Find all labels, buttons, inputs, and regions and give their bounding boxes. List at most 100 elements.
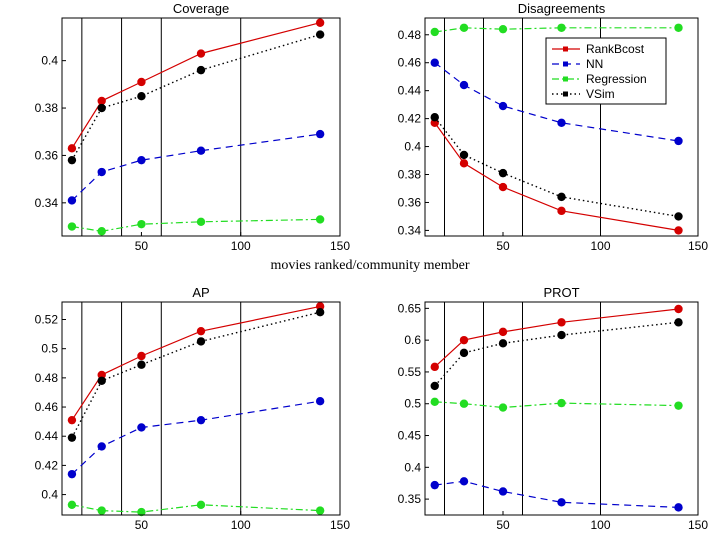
y-tick-label: 0.46: [398, 56, 422, 70]
data-point-nn: [430, 480, 439, 490]
data-point-vsim: [430, 113, 439, 122]
data-point-nn: [67, 196, 77, 205]
data-point-rankbcost: [137, 77, 146, 87]
y-tick-label: 0.4: [404, 460, 421, 474]
y-tick-label: 0.35: [398, 492, 422, 506]
data-point-rankbcost: [315, 18, 325, 27]
series-line-rankbcost: [71, 22, 321, 149]
y-tick-label: 0.45: [398, 429, 422, 443]
data-point-regression: [97, 506, 106, 515]
x-tick-label: 150: [688, 518, 708, 532]
data-point-vsim: [498, 168, 508, 178]
data-point-vsim: [557, 192, 566, 202]
data-point-nn: [498, 101, 508, 111]
series-line-regression: [71, 504, 321, 513]
legend-label-nn: NN: [586, 57, 603, 71]
data-point-regression: [315, 506, 325, 515]
y-tick-label: 0.44: [35, 429, 59, 443]
series-line-nn: [434, 480, 679, 508]
y-tick-label: 0.48: [35, 371, 59, 385]
series-line-regression: [71, 218, 321, 232]
data-point-vsim: [137, 360, 146, 369]
data-point-nn: [498, 487, 508, 496]
data-point-nn: [196, 146, 206, 155]
legend-label-rankbcost: RankBcost: [586, 42, 645, 56]
shared-x-axis-label: movies ranked/community member: [270, 258, 470, 273]
data-point-regression: [430, 397, 439, 407]
data-point-vsim: [315, 308, 325, 317]
data-point-rankbcost: [137, 351, 146, 361]
data-point-nn: [459, 80, 469, 90]
y-tick-label: 0.42: [35, 458, 59, 472]
data-point-regression: [430, 27, 439, 37]
data-point-nn: [430, 58, 439, 67]
x-tick-label: 50: [496, 518, 510, 532]
data-point-rankbcost: [674, 226, 683, 235]
plot-frame: [424, 17, 699, 237]
data-point-rankbcost: [674, 304, 683, 314]
data-point-vsim: [459, 348, 469, 358]
x-tick-label: 150: [688, 239, 708, 253]
x-tick-label: 100: [231, 239, 251, 253]
data-point-regression: [557, 398, 566, 408]
data-point-nn: [97, 167, 106, 177]
data-point-vsim: [67, 433, 77, 442]
data-point-rankbcost: [557, 318, 566, 327]
y-tick-label: 0.34: [35, 196, 59, 210]
data-point-regression: [459, 23, 469, 32]
data-point-nn: [674, 136, 683, 146]
data-point-regression: [196, 217, 206, 226]
data-point-nn: [315, 129, 325, 139]
data-point-vsim: [315, 30, 325, 39]
legend-marker-regression: [563, 76, 568, 82]
y-tick-label: 0.4: [404, 140, 421, 154]
y-tick-label: 0.6: [404, 333, 421, 347]
y-tick-label: 0.38: [35, 101, 59, 115]
chart-title: Coverage: [173, 1, 229, 16]
data-point-vsim: [137, 91, 146, 101]
data-point-vsim: [674, 318, 683, 327]
y-tick-label: 0.4: [41, 54, 58, 68]
series-line-rankbcost: [434, 308, 679, 368]
data-point-rankbcost: [459, 335, 469, 345]
x-tick-label: 150: [330, 518, 350, 532]
legend-label-vsim: VSim: [586, 87, 615, 101]
data-point-regression: [557, 23, 566, 32]
data-point-rankbcost: [67, 415, 77, 425]
data-point-rankbcost: [315, 302, 325, 311]
data-point-regression: [196, 500, 206, 509]
data-point-rankbcost: [557, 206, 566, 216]
series-line-vsim: [434, 116, 679, 218]
y-tick-label: 0.52: [35, 313, 59, 327]
data-point-vsim: [459, 150, 469, 160]
data-point-nn: [67, 469, 77, 479]
y-tick-label: 0.65: [398, 301, 422, 315]
data-point-regression: [67, 500, 77, 509]
chart-panel-coverage: Coverage 50 100 150 0.34 0.36 0.38 0.4: [35, 1, 351, 253]
chart-title: AP: [192, 285, 209, 300]
x-tick-label: 50: [135, 239, 149, 253]
y-tick-label: 0.42: [398, 112, 422, 126]
data-point-regression: [459, 399, 469, 408]
x-tick-label: 100: [231, 518, 251, 532]
data-point-nn: [674, 503, 683, 512]
y-tick-label: 0.5: [404, 397, 421, 411]
data-point-nn: [557, 118, 566, 128]
chart-panel-prot: PROT 50 100 150 0.35 0.4 0.45 0.5 0.55 0.6 0.65: [398, 285, 709, 532]
data-point-rankbcost: [97, 96, 106, 106]
series-line-vsim: [434, 321, 679, 387]
x-tick-label: 50: [496, 239, 510, 253]
x-tick-label: 50: [135, 518, 149, 532]
chart-panel-disagreements: Disagreements 50 100 150 0.34 0.36 0.38 0.4 0.42…: [398, 1, 709, 253]
data-point-regression: [498, 24, 508, 34]
data-point-vsim: [97, 376, 106, 385]
y-tick-label: 0.46: [35, 400, 59, 414]
x-tick-label: 150: [330, 239, 350, 253]
x-tick-label: 100: [590, 239, 610, 253]
plot-frame: [424, 301, 699, 516]
y-tick-label: 0.55: [398, 365, 422, 379]
legend-marker-nn: [563, 61, 568, 67]
series-line-nn: [71, 400, 321, 475]
data-point-regression: [674, 23, 683, 32]
